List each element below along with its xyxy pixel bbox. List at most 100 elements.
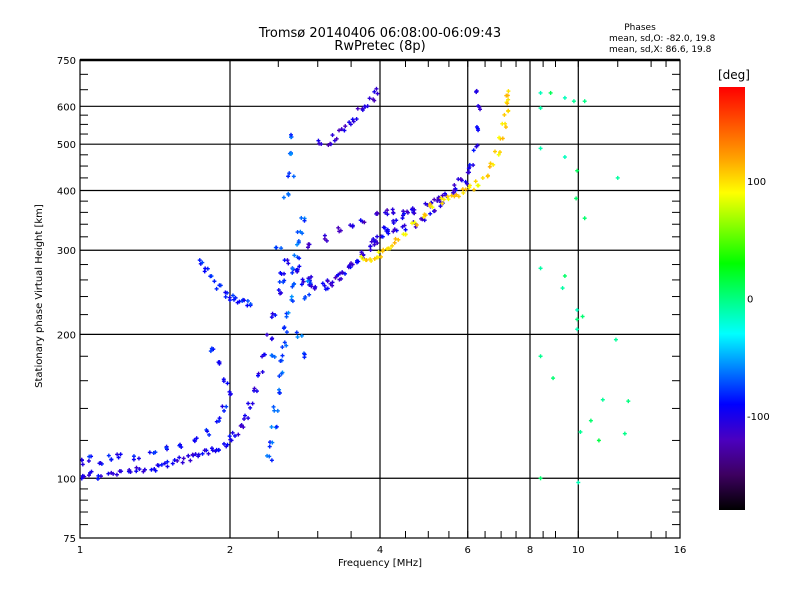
data-point [445,194,450,199]
data-point [228,392,233,397]
data-point [136,456,141,461]
data-point [348,223,353,228]
data-point [390,207,395,212]
chart-title: Tromsø 20140406 06:08:00-06:09:43 [258,26,502,41]
data-point [299,282,304,287]
data-point [222,441,227,446]
data-point [306,276,311,281]
data-point [262,352,267,357]
data-point [224,404,229,409]
data-point [385,212,390,217]
data-point [336,225,341,230]
data-point [278,270,283,275]
data-point [270,336,275,341]
data-point [362,220,367,225]
data-point [308,281,313,286]
data-point [538,146,543,151]
x-tick-label: 4 [377,545,383,556]
data-point [401,211,406,216]
series-e-region-trace [79,346,233,467]
data-point [299,215,304,220]
data-point [300,277,305,282]
data-point [467,162,472,167]
data-point [246,416,251,421]
data-point [278,358,283,363]
data-point [313,284,318,289]
data-point [196,454,201,459]
data-point [272,408,277,413]
data-point [613,337,618,342]
data-point [476,183,481,188]
data-point [560,286,565,291]
data-point [272,354,277,359]
data-point [284,330,289,335]
series-x-trace [359,89,511,263]
data-point [200,260,205,265]
data-point [476,103,481,108]
data-point [203,266,208,271]
data-point [409,207,414,212]
data-point [391,218,396,223]
data-point [378,254,383,259]
legend-o-stats: mean, sd,O: -82.0, 19.8 [609,34,716,44]
data-point [432,208,437,213]
data-point [464,181,469,186]
x-tick-label: 10 [572,545,585,556]
data-point [271,404,276,409]
data-point [347,120,352,125]
data-point [348,122,353,127]
data-point [440,193,445,198]
data-point [216,448,221,453]
data-point [270,440,275,445]
data-point [134,469,139,474]
data-point [375,234,380,239]
data-point [274,424,279,429]
data-point [428,211,433,216]
colorbar-unit: [deg] [718,68,750,82]
data-point [98,460,103,465]
data-point [223,294,228,299]
data-point [269,458,274,463]
data-point [230,430,235,435]
data-point [209,346,214,351]
data-point [296,239,301,244]
data-point [241,425,246,430]
data-point [361,257,366,262]
data-point [116,455,121,460]
data-point [465,170,470,175]
data-point [372,89,377,94]
data-point [324,238,329,243]
data-point [474,124,479,129]
data-point [280,345,285,350]
data-point [279,246,284,251]
series-o-trace-upper [305,166,471,250]
data-point [281,195,286,200]
data-point [626,399,631,404]
data-point [385,208,390,213]
data-point [212,279,217,284]
data-point [230,293,235,298]
data-point [456,177,461,182]
data-point [302,218,307,223]
data-point [330,280,335,285]
data-point [480,175,485,180]
data-point [270,311,275,316]
data-point [277,374,282,379]
data-point [400,224,405,229]
data-points [79,86,631,485]
data-point [339,127,344,132]
y-tick-label: 500 [57,140,76,151]
data-point [269,424,274,429]
data-point [252,386,257,391]
y-tick-label: 200 [57,330,76,341]
data-point [192,438,197,443]
data-point [225,381,230,386]
data-point [403,227,408,232]
data-point [295,230,300,235]
x-tick-label: 16 [674,545,687,556]
data-point [290,270,295,275]
data-point [292,253,297,258]
x-axis-label: Frequency [MHz] [337,558,423,569]
data-point [223,290,228,295]
data-point [425,202,430,207]
